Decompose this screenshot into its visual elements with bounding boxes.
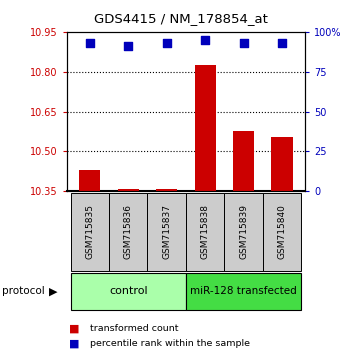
Text: ▶: ▶ [49, 286, 57, 296]
Text: protocol: protocol [2, 286, 44, 296]
Bar [71, 273, 186, 310]
Text: percentile rank within the sample: percentile rank within the sample [90, 339, 249, 348]
Point [164, 40, 170, 46]
Bar [224, 193, 263, 271]
Point [241, 40, 247, 46]
Text: GSM715840: GSM715840 [278, 204, 287, 259]
Text: GSM715839: GSM715839 [239, 204, 248, 259]
Bar [118, 189, 139, 191]
Point [87, 40, 93, 46]
Bar [233, 131, 254, 191]
Text: GDS4415 / NM_178854_at: GDS4415 / NM_178854_at [93, 12, 268, 25]
Text: transformed count: transformed count [90, 324, 178, 333]
Text: control: control [109, 286, 148, 296]
Bar [148, 193, 186, 271]
Bar [186, 193, 224, 271]
Point [279, 40, 285, 46]
Bar [109, 193, 148, 271]
Text: GSM715837: GSM715837 [162, 204, 171, 259]
Text: GSM715835: GSM715835 [85, 204, 94, 259]
Bar [156, 189, 177, 191]
Bar [195, 65, 216, 191]
Text: miR-128 transfected: miR-128 transfected [190, 286, 297, 296]
Bar [263, 193, 301, 271]
Text: GSM715836: GSM715836 [124, 204, 133, 259]
Bar [271, 137, 292, 191]
Text: GSM715838: GSM715838 [201, 204, 210, 259]
Point [125, 44, 131, 49]
Text: ■: ■ [69, 324, 79, 333]
Bar [71, 193, 109, 271]
Bar [186, 273, 301, 310]
Bar [79, 170, 100, 191]
Point [202, 37, 208, 43]
Text: ■: ■ [69, 338, 79, 348]
